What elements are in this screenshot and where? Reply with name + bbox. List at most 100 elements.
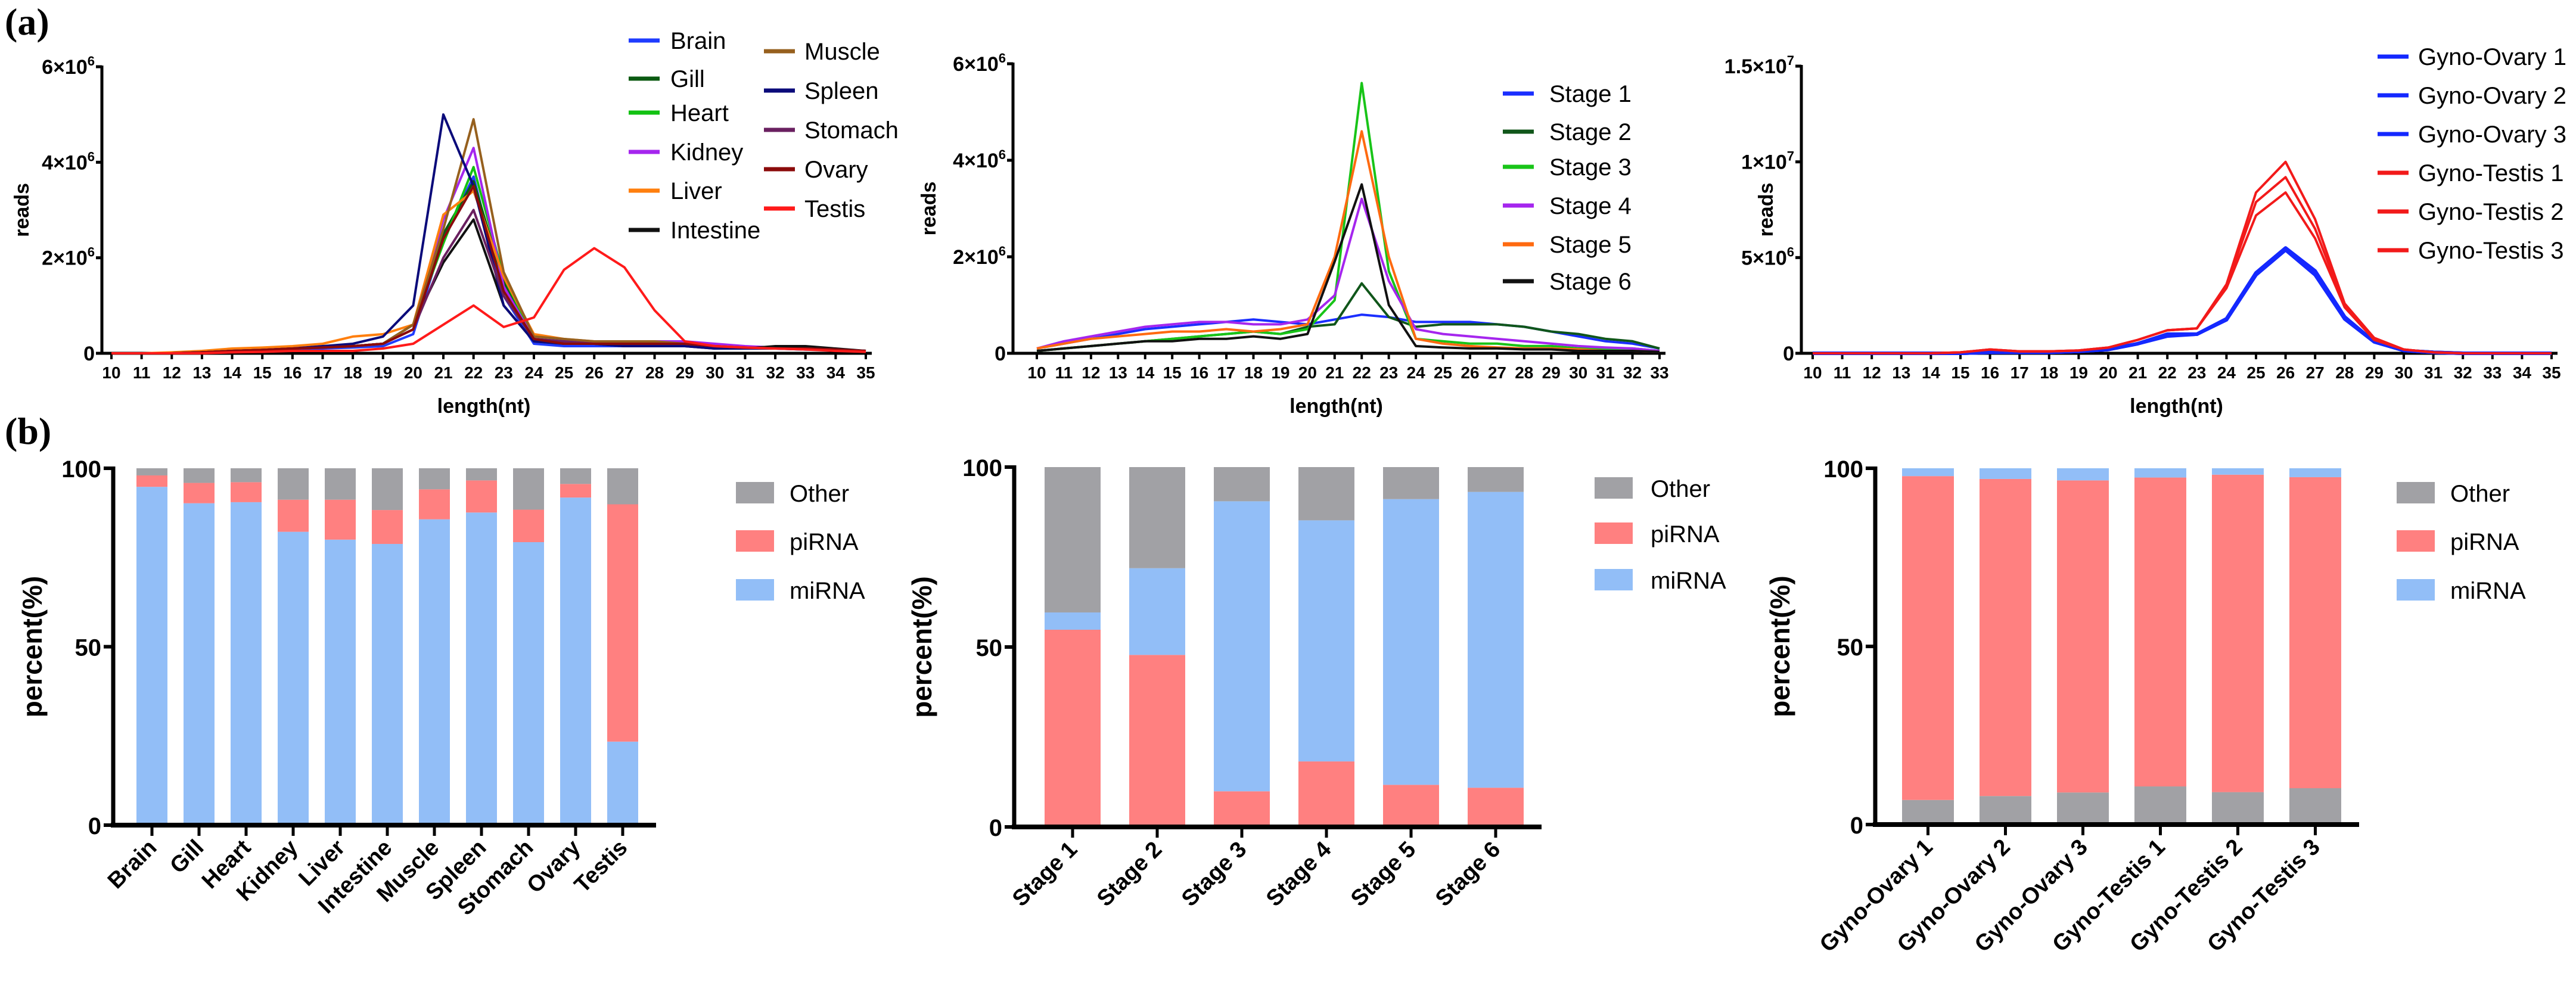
x-tick-label: 18 xyxy=(1244,363,1263,382)
legend-item: Muscle xyxy=(764,39,880,65)
bar-segment-other xyxy=(2212,792,2264,825)
legend-label: Gyno-Testis 2 xyxy=(2418,199,2564,225)
x-tick-label: 15 xyxy=(253,363,272,382)
x-tick-label: 21 xyxy=(1325,363,1344,382)
legend-item: Stage 1 xyxy=(1503,81,1632,107)
legend-label: Other xyxy=(2450,481,2510,507)
legend-item: Brain xyxy=(629,28,726,54)
legend-item: Ovary xyxy=(764,157,868,183)
x-tick-label: 24 xyxy=(1407,363,1426,382)
bar-segment-other xyxy=(1298,467,1354,521)
bar-segment-other xyxy=(278,468,309,500)
bar-segment-other xyxy=(1383,467,1439,499)
legend-item: Gyno-Ovary 1 xyxy=(2378,44,2566,70)
bar-segment-pirna xyxy=(2134,477,2186,787)
legend-label: Gyno-Ovary 2 xyxy=(2418,83,2566,109)
panel-label-b: (b) xyxy=(5,410,51,452)
bar-segment-other xyxy=(2134,786,2186,825)
bar-segment-pirna xyxy=(1980,478,2031,797)
x-tick-label: 31 xyxy=(2424,363,2443,382)
x-tick-label: 22 xyxy=(1353,363,1371,382)
legend-swatch xyxy=(736,530,774,552)
y-tick-label: 100 xyxy=(61,456,101,483)
x-tick-label: 22 xyxy=(464,363,483,382)
y-tick-label: 50 xyxy=(976,635,1003,661)
legend-swatch xyxy=(1595,477,1633,499)
bar-segment-pirna xyxy=(1468,788,1524,827)
legend-label: Intestine xyxy=(670,217,760,244)
legend-label: Stage 4 xyxy=(1549,193,1632,219)
legend-label: piRNA xyxy=(1651,521,1720,548)
bar-segment-other xyxy=(2057,792,2109,825)
legend-swatch xyxy=(2397,482,2435,503)
series-line-testis xyxy=(111,247,866,354)
legend-label: Other xyxy=(1651,476,1710,502)
bar-segment-pirna xyxy=(466,480,497,513)
bar-segment-pirna xyxy=(1214,791,1270,827)
x-tick-label: 34 xyxy=(826,363,846,382)
legend-label: Stage 5 xyxy=(1549,232,1632,258)
bar-segment-other xyxy=(325,468,356,500)
x-tick-label: 33 xyxy=(2483,363,2502,382)
category-label: Ovary xyxy=(522,835,585,898)
y-tick-label: 1×107 xyxy=(1741,149,1794,174)
y-tick-label: 6×106 xyxy=(953,51,1006,76)
x-tick-label: 11 xyxy=(1834,363,1851,382)
legend-item: Intestine xyxy=(629,217,760,244)
bar-segment-mirna xyxy=(372,543,403,825)
bar-segment-mirna xyxy=(184,503,215,825)
legend-item: Gyno-Testis 1 xyxy=(2378,160,2564,186)
x-tick-label: 15 xyxy=(1163,363,1182,382)
x-tick-label: 35 xyxy=(2542,363,2561,382)
category-label: Stage 1 xyxy=(1008,837,1082,912)
line-chart-3: 0 5×106 1×107 1.5×107 10 11 12 13 14 15 16 17 18 19 20… xyxy=(1724,44,2566,418)
bar-segment-other xyxy=(1045,467,1101,613)
legend-label: Stage 1 xyxy=(1549,81,1632,107)
legend-item: Stomach xyxy=(764,117,899,144)
legend-item: Stage 4 xyxy=(1503,193,1632,219)
category-label: Stage 6 xyxy=(1431,837,1505,912)
bar-segment-other xyxy=(560,468,591,484)
x-tick-label: 26 xyxy=(2276,363,2295,382)
x-tick-label: 31 xyxy=(1596,363,1615,382)
bar-segment-other xyxy=(184,468,215,483)
y-tick-label: 0 xyxy=(83,343,95,365)
x-tick-label: 30 xyxy=(2394,363,2413,382)
y-axis-label: reads xyxy=(1755,183,1778,237)
legend-item: Spleen xyxy=(764,78,879,104)
bar-segment-mirna xyxy=(607,741,638,825)
x-tick-label: 17 xyxy=(2011,363,2029,382)
x-tick-label: 23 xyxy=(2187,363,2206,382)
legend-item: piRNA xyxy=(736,529,859,555)
x-tick-label: 10 xyxy=(1803,363,1822,382)
x-tick-label: 12 xyxy=(1082,363,1100,382)
y-axis-label: percent(%) xyxy=(17,576,48,718)
bar-segment-pirna xyxy=(184,483,215,503)
category-label: Brain xyxy=(103,835,161,894)
x-tick-label: 23 xyxy=(495,363,513,382)
x-tick-label: 19 xyxy=(2069,363,2088,382)
legend-swatch xyxy=(736,579,774,601)
bar-segment-other xyxy=(607,468,638,505)
legend-label: Stage 6 xyxy=(1549,269,1632,295)
bar-segment-pirna xyxy=(1383,785,1439,827)
x-tick-label: 10 xyxy=(1027,363,1046,382)
bar-segment-other xyxy=(136,468,167,475)
x-tick-label: 13 xyxy=(1892,363,1910,382)
legend-item: Testis xyxy=(764,196,865,222)
x-tick-label: 30 xyxy=(706,363,724,382)
y-tick-label: 2×106 xyxy=(42,245,95,270)
x-tick-label: 24 xyxy=(524,363,543,382)
y-tick-label: 100 xyxy=(962,455,1002,481)
bar-segment-pirna xyxy=(2212,474,2264,792)
bar-segment-pirna xyxy=(419,489,450,520)
legend-label: Stage 2 xyxy=(1549,119,1632,145)
legend-item: miRNA xyxy=(1595,568,1726,594)
bar-chart-2: Stage 1 Stage 2 Stage 3 Stage 4 Stage 5 Stage… xyxy=(906,455,1726,912)
y-tick-label: 100 xyxy=(1823,456,1863,483)
bar-segment-other xyxy=(513,468,544,510)
x-axis-label: length(nt) xyxy=(437,395,531,418)
x-tick-label: 32 xyxy=(1623,363,1642,382)
x-tick-label: 20 xyxy=(1298,363,1317,382)
